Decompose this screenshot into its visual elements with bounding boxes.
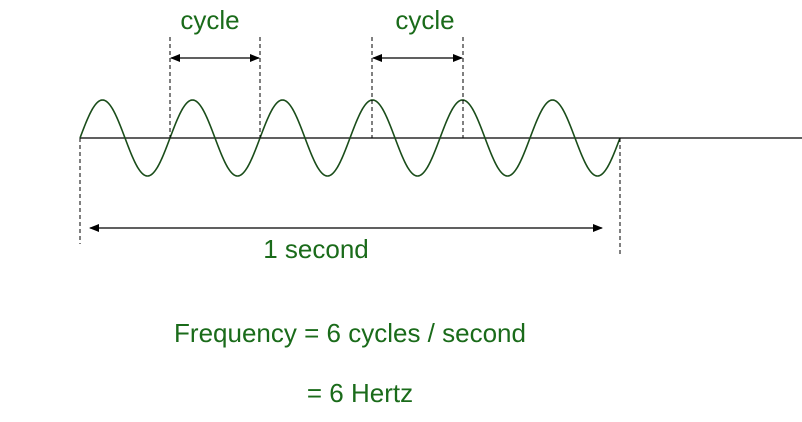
hertz-equation: = 6 Hertz: [307, 378, 413, 408]
cycle-right-label: cycle: [395, 5, 454, 35]
cycle-left-label: cycle: [180, 5, 239, 35]
frequency-equation: Frequency = 6 cycles / second: [174, 318, 526, 348]
duration-label: 1 second: [263, 234, 369, 264]
